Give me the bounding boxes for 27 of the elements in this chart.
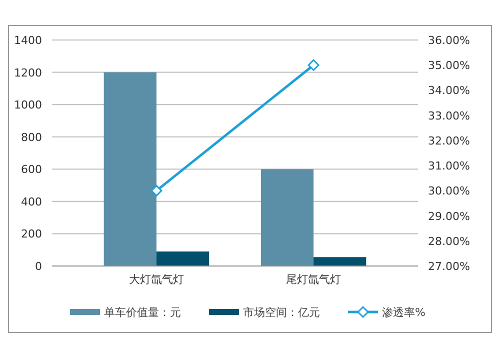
x-tick-label: 尾灯氙气灯	[286, 273, 342, 286]
y-tick-label: 0	[35, 260, 42, 273]
y-tick-label: 1000	[14, 98, 42, 112]
bar	[156, 251, 210, 266]
legend-label: 市场空间：亿元	[243, 306, 320, 319]
bar	[314, 257, 366, 266]
y2-tick-label: 31.00%	[428, 160, 470, 173]
y-tick-label: 200	[21, 228, 42, 241]
y-tick-label: 1200	[14, 66, 42, 80]
y2-tick-label: 34.00%	[428, 84, 470, 98]
y-tick-label: 1400	[14, 34, 42, 47]
legend-label: 单车价值量：元	[104, 306, 181, 319]
y2-tick-label: 28.00%	[428, 234, 470, 248]
legend-label: 渗透率%	[382, 306, 426, 319]
bar	[104, 72, 156, 266]
y-tick-label: 800	[21, 130, 42, 144]
y2-tick-label: 27.00%	[428, 260, 470, 273]
x-tick-label: 大灯氙气灯	[128, 273, 184, 286]
y-tick-label: 600	[21, 163, 42, 176]
y2-tick-label: 29.00%	[428, 210, 470, 223]
bar	[260, 169, 314, 266]
y2-tick-label: 36.00%	[428, 34, 470, 47]
y-tick-label: 400	[21, 195, 42, 208]
y2-tick-label: 30.00%	[428, 184, 470, 198]
y2-tick-label: 32.00%	[428, 134, 470, 148]
y2-tick-label: 35.00%	[428, 59, 470, 72]
y2-tick-label: 33.00%	[428, 109, 470, 122]
